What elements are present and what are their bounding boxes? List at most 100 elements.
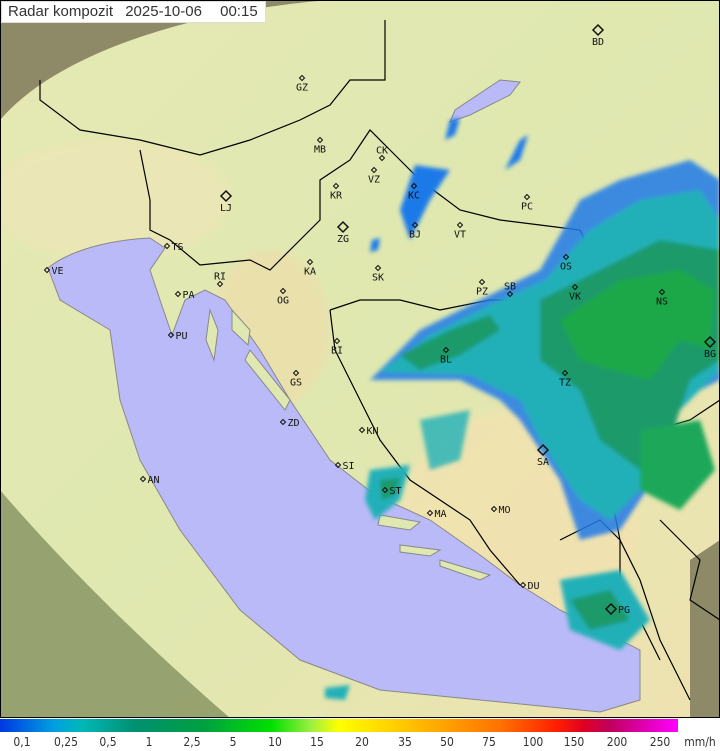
city-marker-icon — [279, 418, 287, 426]
city-marker-icon — [490, 505, 498, 513]
city-mo: MO — [490, 505, 511, 516]
city-label: CK — [376, 146, 388, 157]
legend-label: 10 — [268, 735, 282, 749]
lake-balaton — [449, 79, 521, 123]
city-si: SI — [334, 461, 355, 472]
city-an: AN — [139, 475, 160, 486]
city-label: PZ — [476, 287, 488, 298]
legend-label: 20 — [355, 735, 369, 749]
radar-map[interactable]: GZ BD MB CK VZ KR KC PC LJ ZG BJ VT TS KA SK OS VE RI PA OG… — [0, 0, 720, 718]
city-label: LJ — [220, 203, 232, 214]
city-label: BG — [704, 349, 716, 360]
city-label: PU — [176, 331, 188, 342]
city-du: DU — [519, 581, 540, 592]
legend-label: 75 — [482, 735, 496, 749]
title-date: 2025-10-06 — [125, 3, 202, 20]
city-bl: BL — [440, 346, 452, 366]
city-label: OG — [277, 296, 289, 307]
city-label: SB — [504, 282, 516, 293]
city-marker-icon — [334, 461, 342, 469]
city-sk: SK — [372, 264, 384, 284]
city-marker-icon — [442, 346, 450, 354]
city-label: VK — [569, 292, 581, 303]
city-label: PA — [183, 290, 195, 301]
city-zd: ZD — [279, 418, 300, 429]
city-label: ST — [390, 486, 402, 497]
legend-label: 15 — [310, 735, 324, 749]
title-time: 00:15 — [220, 3, 258, 20]
city-tz: TZ — [559, 369, 571, 389]
city-label: DU — [528, 581, 540, 592]
city-marker-icon — [381, 486, 389, 494]
legend-labels: 0,1 0,25 0,5 1 2,5 5 10 15 20 35 50 75 1… — [0, 735, 720, 751]
city-marker-icon — [163, 242, 171, 250]
city-label: ZG — [337, 234, 349, 245]
precipitation-color-scale — [0, 719, 678, 732]
city-marker-icon — [411, 221, 419, 229]
city-label: MO — [499, 505, 511, 516]
city-label: AN — [148, 475, 160, 486]
city-ns: NS — [656, 288, 668, 308]
city-label: TZ — [559, 378, 571, 389]
legend-unit: mm/h — [684, 735, 716, 749]
city-marker-icon — [216, 280, 224, 288]
city-ri: RI — [214, 272, 226, 288]
legend-label: 250 — [649, 735, 671, 749]
city-og: OG — [277, 287, 289, 307]
city-label: VE — [52, 266, 64, 277]
city-label: BD — [592, 37, 604, 48]
city-marker-icon — [519, 581, 527, 589]
legend-label: 0,1 — [13, 735, 31, 749]
city-marker-icon — [333, 337, 341, 345]
city-st: ST — [381, 486, 402, 497]
city-ma: MA — [426, 509, 447, 520]
city-label: GZ — [296, 83, 308, 94]
city-marker-icon — [523, 193, 531, 201]
city-label: NS — [656, 297, 668, 308]
legend-label: 5 — [229, 735, 237, 749]
map-title: Radar kompozit 2025-10-06 00:15 — [1, 1, 266, 23]
city-label: MA — [435, 509, 447, 520]
city-label: MB — [314, 145, 326, 156]
legend-label: 1 — [145, 735, 153, 749]
legend-label: 100 — [522, 735, 544, 749]
radar-echoes — [325, 118, 720, 700]
city-marker-icon — [562, 253, 570, 261]
city-label: BL — [440, 355, 452, 366]
city-kn: KN — [358, 426, 379, 437]
city-label: SK — [372, 273, 384, 284]
city-pu: PU — [167, 331, 188, 342]
city-zg: ZG — [336, 220, 350, 245]
legend-label: 50 — [440, 735, 454, 749]
city-marker-icon — [374, 264, 382, 272]
city-label: BI — [331, 346, 343, 357]
city-marker-icon — [506, 290, 514, 298]
city-gs: GS — [290, 369, 302, 389]
city-marker-icon — [456, 221, 464, 229]
city-marker-icon — [174, 290, 182, 298]
city-kr: KR — [330, 182, 343, 202]
city-marker-icon — [219, 189, 233, 203]
city-marker-icon — [591, 23, 605, 37]
city-marker-icon — [658, 288, 666, 296]
city-marker-icon — [703, 335, 717, 349]
city-label: KA — [304, 267, 316, 278]
city-marker-icon — [536, 443, 550, 457]
city-marker-icon — [378, 154, 386, 162]
legend-label: 35 — [398, 735, 412, 749]
city-label: PG — [618, 605, 630, 616]
legend-label: 2,5 — [183, 735, 201, 749]
city-marker-icon — [370, 166, 378, 174]
city-label: VT — [454, 230, 466, 241]
city-marker-icon — [316, 136, 324, 144]
city-marker-icon — [561, 369, 569, 377]
city-pz: PZ — [476, 278, 488, 298]
city-marker-icon — [306, 258, 314, 266]
city-marker-icon — [410, 182, 418, 190]
city-kc: KC — [408, 182, 420, 202]
city-marker-icon — [604, 602, 618, 616]
city-label: KC — [408, 191, 420, 202]
city-marker-icon — [43, 266, 51, 274]
city-lj: LJ — [219, 189, 233, 214]
legend-label: 0,25 — [53, 735, 79, 749]
